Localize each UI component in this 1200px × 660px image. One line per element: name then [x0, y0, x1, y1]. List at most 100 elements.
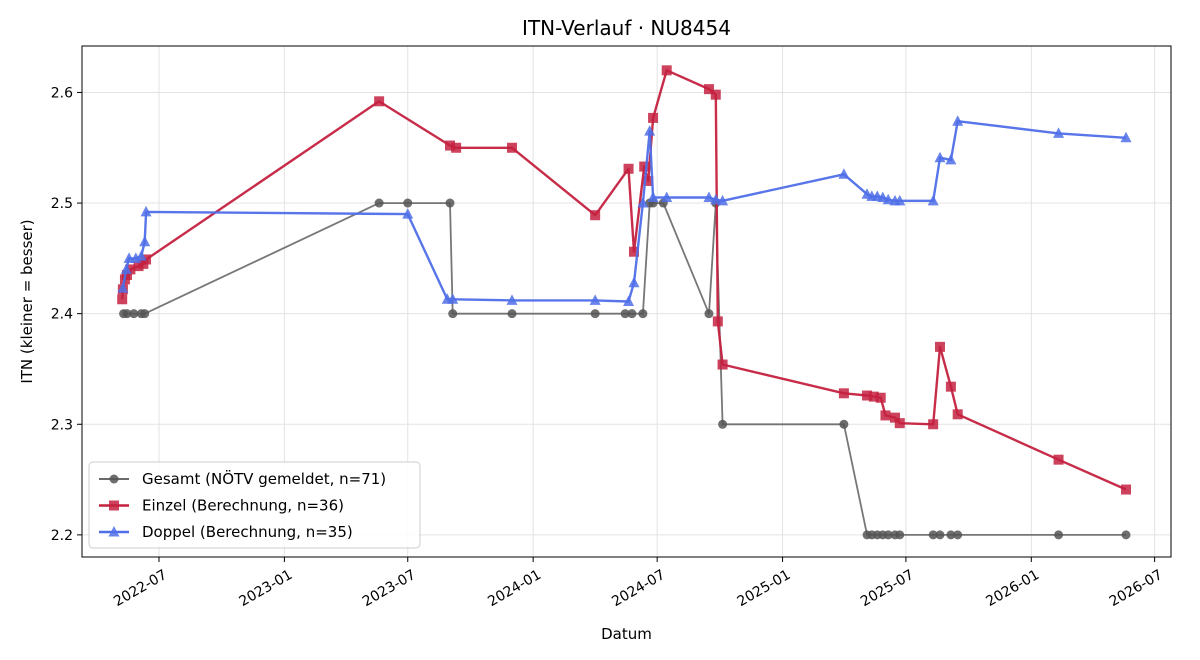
legend-item-gesamt: Gesamt (NÖTV gemeldet, n=71) [99, 469, 386, 488]
legend-label: Gesamt (NÖTV gemeldet, n=71) [142, 469, 386, 488]
data-point-doppel [661, 191, 673, 203]
data-point-einzel [507, 142, 518, 153]
data-point-gesamt [1054, 530, 1064, 540]
data-point-gesamt [445, 198, 455, 208]
legend: Gesamt (NÖTV gemeldet, n=71) Einzel (Bere… [88, 461, 421, 549]
data-point-doppel [1120, 131, 1132, 143]
data-point-einzel [875, 392, 886, 403]
data-point-einzel [868, 391, 879, 402]
data-point-doppel [927, 194, 939, 206]
data-point-einzel [928, 419, 939, 430]
y-tick-label: 2.6 [51, 85, 73, 101]
data-point-doppel [135, 250, 147, 261]
data-point-einzel [648, 112, 659, 123]
data-point-einzel [1053, 454, 1064, 465]
data-point-doppel [717, 194, 729, 206]
data-point-gesamt [590, 309, 600, 319]
data-point-doppel [1053, 127, 1065, 138]
legend-swatch-marker [109, 500, 119, 511]
data-point-einzel [703, 84, 714, 95]
legend-box [88, 461, 421, 549]
legend-item-einzel: Einzel (Berechnung, n=36) [99, 497, 344, 515]
data-point-doppel [882, 193, 894, 205]
data-point-doppel [139, 235, 151, 247]
data-point-gesamt [122, 309, 132, 319]
data-point-einzel [952, 409, 963, 420]
data-point-gesamt [1121, 530, 1131, 540]
data-point-einzel [125, 264, 136, 275]
legend-label: Doppel (Berechnung, n=35) [142, 523, 353, 541]
legend-swatch-marker [108, 526, 120, 537]
data-point-einzel [712, 316, 723, 327]
legend-item-doppel: Doppel (Berechnung, n=35) [99, 523, 353, 541]
chart-title: ITN-Verlauf · NU8454 [522, 16, 731, 40]
data-point-gesamt [140, 309, 150, 319]
data-point-einzel [643, 175, 654, 186]
data-point-einzel [710, 89, 721, 100]
data-point-doppel [945, 153, 957, 165]
data-point-einzel [117, 294, 128, 305]
data-point-doppel [506, 294, 518, 305]
data-point-einzel [934, 341, 945, 352]
data-point-einzel [717, 359, 728, 370]
y-axis-label: ITN (kleiner = besser) [18, 219, 36, 383]
data-point-doppel [703, 191, 715, 203]
data-point-einzel [890, 412, 901, 423]
data-point-doppel [710, 193, 722, 205]
series-line-gesamt [123, 202, 1126, 536]
data-point-doppel [628, 276, 640, 288]
data-point-doppel [644, 125, 656, 136]
data-point-doppel [447, 293, 459, 304]
data-point-doppel [623, 295, 635, 306]
data-point-einzel [444, 140, 455, 151]
data-point-einzel [880, 410, 891, 421]
data-point-gesamt [718, 419, 728, 429]
data-point-gesamt [507, 309, 517, 319]
series-layer [117, 65, 1132, 540]
data-point-gesamt [928, 530, 938, 540]
data-point-einzel [838, 388, 849, 399]
data-point-gesamt [895, 530, 905, 540]
y-tick-label: 2.4 [51, 307, 73, 323]
data-point-einzel [945, 381, 956, 392]
data-point-doppel [952, 115, 964, 126]
series-gesamt [119, 198, 1131, 540]
data-point-doppel [589, 294, 601, 305]
y-tick-label: 2.2 [51, 528, 73, 544]
data-point-einzel [623, 163, 634, 174]
data-point-einzel [661, 65, 672, 76]
data-point-gesamt [620, 309, 630, 319]
data-point-gesamt [946, 530, 956, 540]
data-point-einzel [451, 142, 462, 153]
y-axis: 2.2 2.3 2.4 2.5 2.6 [51, 85, 82, 544]
data-point-doppel [838, 168, 850, 179]
data-point-gesamt [638, 309, 648, 319]
data-point-gesamt [839, 419, 849, 429]
data-point-gesamt [627, 309, 637, 319]
data-point-doppel [934, 151, 946, 163]
legend-label: Einzel (Berechnung, n=36) [142, 497, 344, 515]
data-point-einzel [894, 418, 905, 429]
data-point-gesamt [935, 530, 945, 540]
data-point-einzel [1121, 484, 1132, 495]
data-point-doppel [140, 205, 152, 217]
data-point-gesamt [403, 198, 413, 208]
data-point-gesamt [374, 198, 384, 208]
data-point-doppel [647, 191, 659, 203]
series-doppel [117, 115, 1132, 306]
y-tick-label: 2.3 [51, 417, 73, 433]
legend-swatch-marker [109, 474, 119, 484]
data-point-gesamt [129, 309, 139, 319]
data-point-doppel [120, 263, 132, 274]
data-point-gesamt [883, 530, 893, 540]
data-point-einzel [374, 96, 385, 107]
data-point-einzel [862, 390, 873, 401]
data-point-doppel [117, 282, 129, 293]
data-point-einzel [121, 269, 132, 280]
data-point-einzel [639, 161, 650, 172]
data-point-einzel [628, 246, 639, 257]
data-point-gesamt [953, 530, 963, 540]
data-point-doppel [637, 197, 649, 208]
